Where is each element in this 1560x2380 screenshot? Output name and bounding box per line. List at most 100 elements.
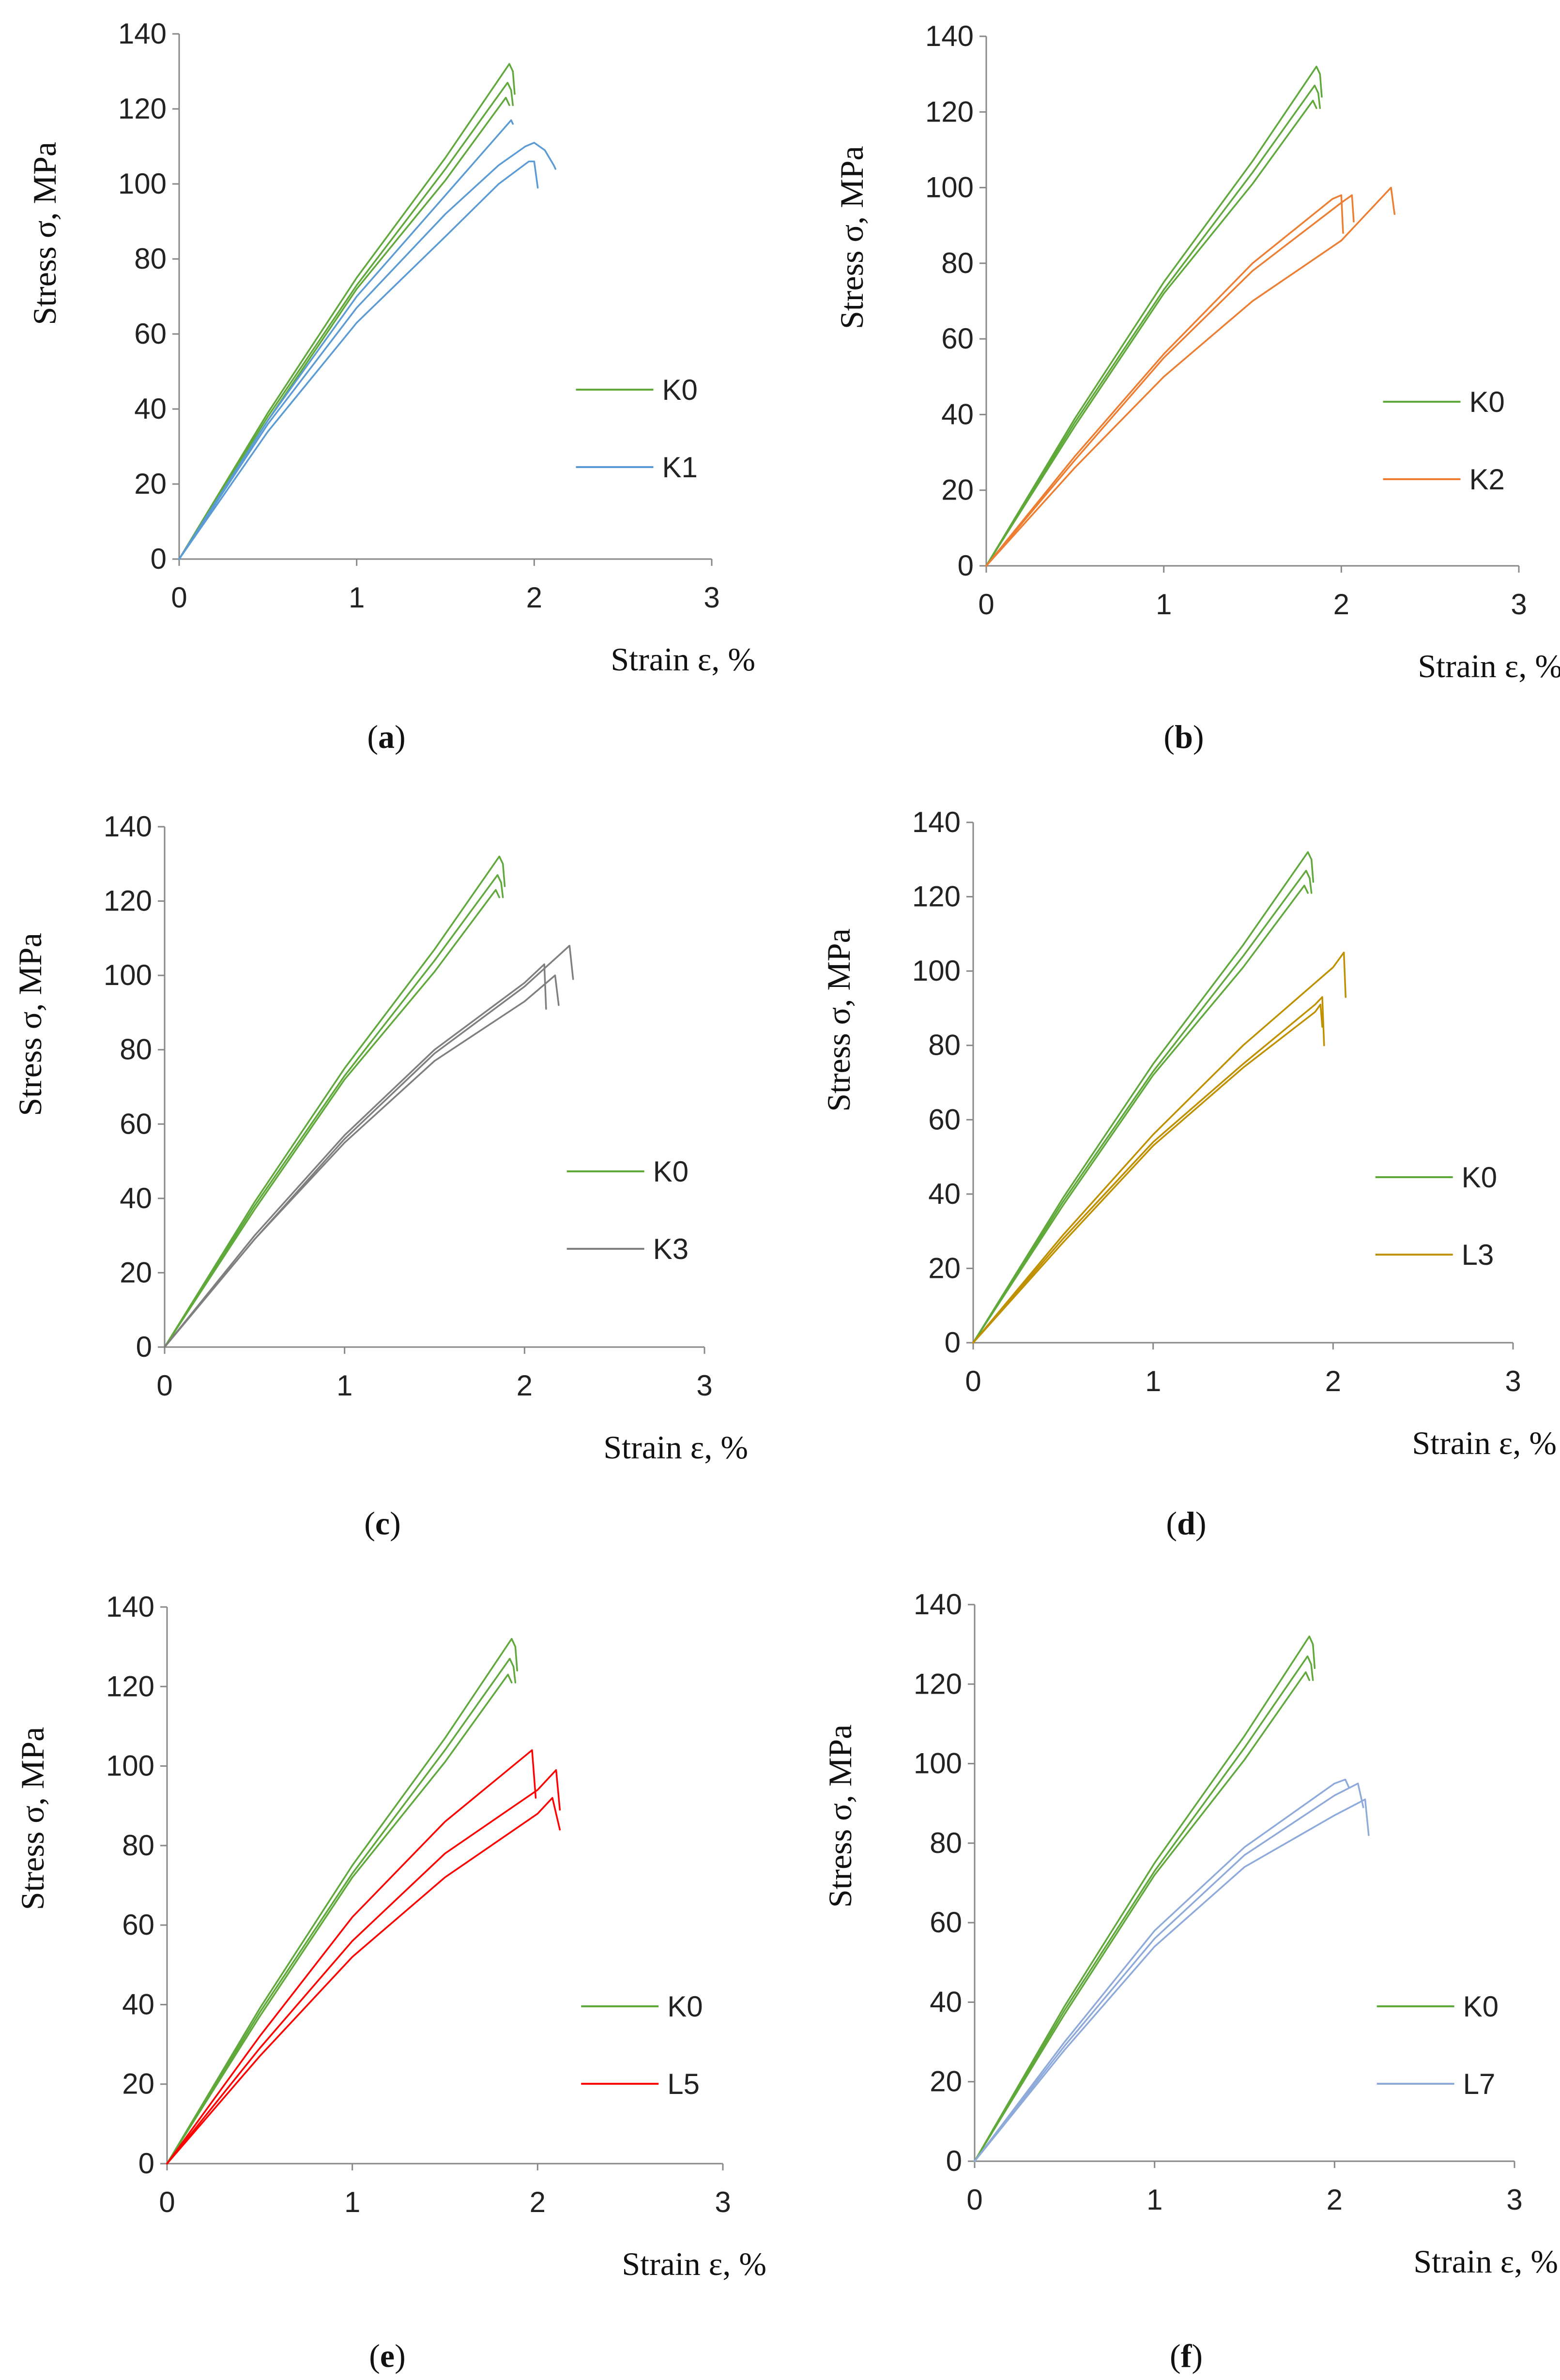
series-line-k0-1	[985, 65, 1323, 567]
series-line-k3-4	[164, 963, 547, 1348]
series-line-k0-2	[164, 874, 504, 1348]
x-axis-label: Strain ε, %	[603, 1429, 748, 1466]
series-line-l5-6	[166, 1797, 561, 2165]
y-tick-label: 80	[120, 1033, 152, 1066]
x-tick-label: 1	[1147, 2183, 1162, 2216]
x-tick-label: 2	[1327, 2183, 1343, 2216]
x-tick-label: 3	[715, 2186, 731, 2218]
x-tick-label: 1	[344, 2186, 360, 2218]
series-line-k1-4	[178, 119, 514, 560]
panel-caption-letter: e	[380, 2337, 395, 2374]
y-tick-label: 0	[151, 543, 167, 575]
y-tick-label: 100	[912, 955, 961, 987]
y-tick-label: 120	[925, 95, 974, 128]
y-tick-label: 0	[945, 1326, 961, 1359]
panel-caption: (e)	[369, 2337, 406, 2374]
x-axis-label: Strain ε, %	[622, 2245, 766, 2282]
y-tick-label: 120	[106, 1670, 154, 1702]
x-tick-label: 3	[1511, 588, 1527, 621]
y-tick-label: 80	[941, 247, 974, 279]
x-tick-label: 3	[704, 581, 719, 614]
series-line-k0-1	[974, 1635, 1316, 2162]
y-tick-label: 40	[930, 1986, 962, 2018]
y-tick-label: 40	[134, 393, 167, 425]
y-tick-label: 120	[104, 885, 152, 917]
y-tick-label: 100	[106, 1750, 154, 1782]
series-line-k0-3	[164, 889, 501, 1348]
series-line-k1-5	[178, 142, 557, 560]
y-tick-label: 60	[930, 1906, 962, 1939]
series-line-k0-1	[164, 855, 506, 1348]
chart-panel-b: 0 20 40 60 80 100 120 140 0 1 2 3 Stress σ, MPa Strai…	[833, 20, 1560, 755]
series-line-l7-4	[974, 1778, 1350, 2162]
series-line-k2-4	[985, 194, 1355, 567]
series-line-k0-2	[985, 84, 1321, 567]
x-tick-label: 1	[336, 1369, 352, 1402]
y-tick-label: 120	[914, 1668, 962, 1700]
chart-panel-e: 0 20 40 60 80 100 120 140 0 1 2 3 Stress σ, MPa Strai…	[14, 1591, 766, 2374]
y-tick-label: 80	[928, 1029, 961, 1061]
legend-label-k0: K0	[1469, 386, 1505, 418]
x-tick-label: 0	[978, 588, 994, 621]
series-line-k0-1	[166, 1637, 518, 2165]
y-tick-label: 20	[930, 2065, 962, 2098]
panel-caption: (d)	[1166, 1505, 1206, 1542]
y-tick-label: 60	[120, 1107, 152, 1140]
legend-label-l3: L3	[1462, 1239, 1494, 1271]
y-tick-label: 100	[118, 167, 167, 200]
series-line-l3-5	[972, 996, 1325, 1344]
y-tick-label: 100	[104, 959, 152, 991]
x-tick-label: 0	[171, 581, 187, 614]
x-tick-label: 0	[159, 2186, 175, 2218]
y-axis-label: Stress σ, MPa	[14, 1727, 51, 1910]
y-axis-label: Stress σ, MPa	[26, 142, 63, 325]
series-line-l5-4	[166, 1749, 537, 2165]
x-tick-label: 1	[349, 581, 365, 614]
y-tick-label: 140	[118, 17, 167, 50]
series-line-l3-6	[972, 1003, 1323, 1344]
series-line-k0-2	[178, 82, 514, 560]
y-tick-label: 60	[134, 318, 167, 350]
y-tick-label: 20	[928, 1252, 961, 1284]
series-line-k3-6	[164, 974, 560, 1348]
y-tick-label: 40	[120, 1182, 152, 1214]
y-tick-label: 80	[930, 1827, 962, 1859]
legend-label-k0: K0	[667, 1990, 703, 2023]
series-line-k0-3	[974, 1671, 1311, 2162]
panel-caption: (a)	[367, 718, 405, 755]
x-tick-label: 1	[1156, 588, 1172, 621]
y-tick-label: 0	[958, 549, 974, 582]
series-line-k0-1	[972, 851, 1315, 1344]
y-tick-label: 100	[914, 1747, 962, 1780]
y-axis-label: Stress σ, MPa	[833, 146, 870, 329]
y-tick-label: 60	[122, 1909, 154, 1941]
y-axis-label: Stress σ, MPa	[12, 933, 48, 1116]
x-tick-label: 2	[1333, 588, 1349, 621]
panel-caption: (c)	[364, 1505, 401, 1542]
x-axis-label: Strain ε, %	[611, 641, 755, 678]
legend-label-k1: K1	[662, 451, 698, 484]
y-tick-label: 140	[914, 1588, 962, 1621]
chart-panel-c: 0 20 40 60 80 100 120 140 0 1 2 3 Stress σ, MPa Strai…	[12, 810, 748, 1542]
series-line-k0-1	[178, 63, 516, 560]
y-tick-label: 20	[941, 474, 974, 506]
series-line-k0-3	[166, 1673, 513, 2165]
x-tick-label: 2	[517, 1369, 533, 1402]
y-tick-label: 140	[925, 20, 974, 52]
series-line-k0-3	[972, 884, 1309, 1344]
chart-panel-d: 0 20 40 60 80 100 120 140 0 1 2 3 Stress σ, MPa Strai…	[820, 806, 1557, 1542]
y-tick-label: 80	[134, 243, 167, 275]
x-tick-label: 3	[1506, 2183, 1522, 2216]
legend-label-k0: K0	[1462, 1161, 1497, 1194]
panel-caption-letter: c	[375, 1505, 390, 1542]
y-tick-label: 20	[120, 1256, 152, 1289]
x-tick-label: 1	[1145, 1365, 1161, 1397]
legend-label-k0: K0	[1463, 1990, 1499, 2023]
y-tick-label: 40	[941, 398, 974, 430]
legend-label-k0: K0	[662, 374, 698, 406]
y-axis-label: Stress σ, MPa	[820, 928, 857, 1112]
x-axis-label: Strain ε, %	[1413, 2243, 1558, 2280]
y-tick-label: 140	[912, 806, 961, 838]
series-line-k0-3	[178, 97, 510, 560]
